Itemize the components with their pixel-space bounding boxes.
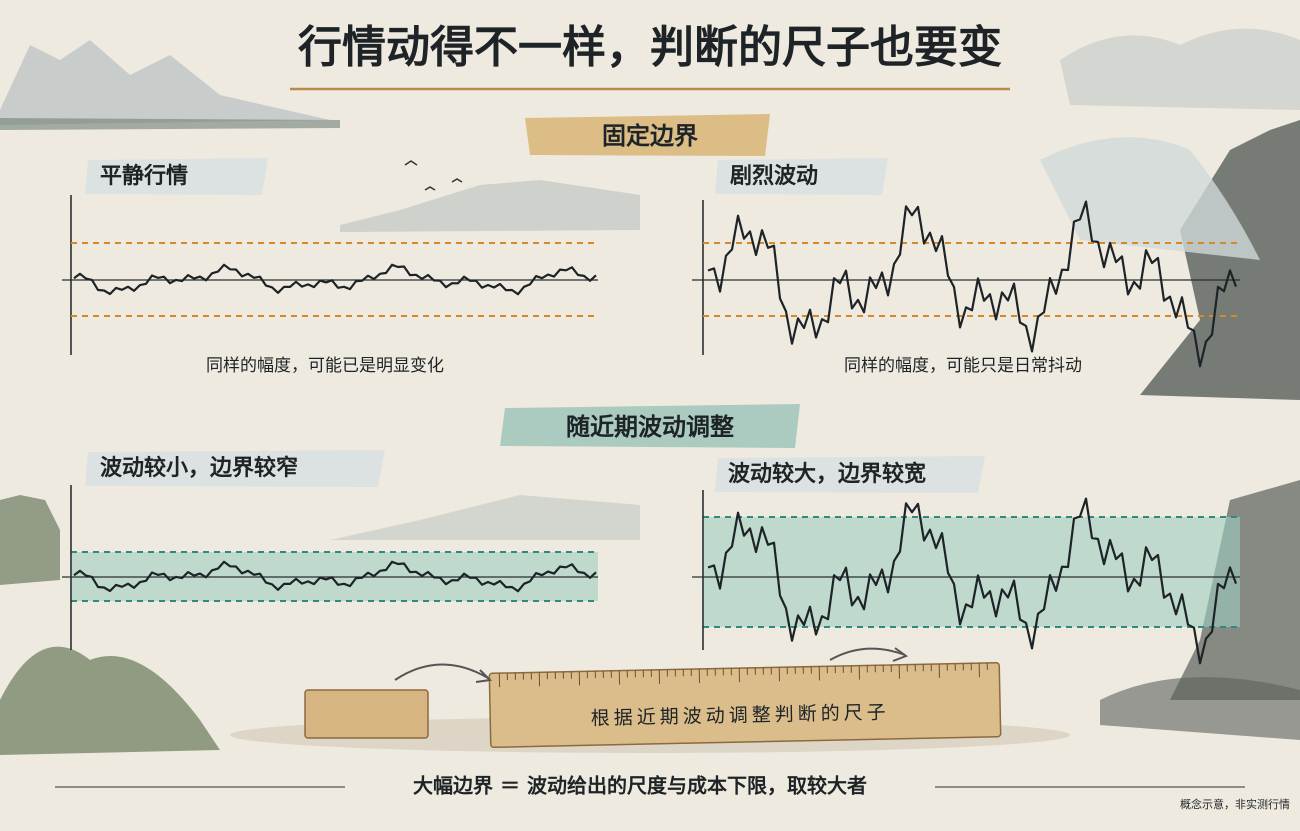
illustrative-wave: [707, 497, 1238, 665]
arrow: [829, 647, 906, 661]
caption: 同样的幅度，可能已是明显变化: [206, 356, 444, 376]
distant-hills: [340, 180, 640, 232]
label-chip: [715, 158, 888, 195]
clouds: [1060, 28, 1300, 110]
label-chip: [85, 450, 385, 487]
section-banner: [525, 114, 770, 156]
panel-label: 波动较大，边界较宽: [728, 461, 926, 487]
waves-sea: [1040, 137, 1260, 260]
section-title: 固定边界: [602, 122, 698, 150]
small-ruler: [304, 689, 429, 739]
arrow-head: [475, 669, 493, 683]
rocks: [1140, 120, 1300, 400]
arrow: [394, 663, 489, 681]
panel-label: 平静行情: [100, 163, 188, 189]
illustrative-wave: [73, 263, 597, 296]
wave-group: [73, 200, 1238, 665]
ruler-ticks: [498, 662, 988, 688]
birds: [404, 160, 463, 191]
panel-label: 剧烈波动: [730, 164, 818, 189]
big-ruler: [488, 661, 1002, 749]
adaptive-band: [703, 517, 1240, 627]
rocks: [1100, 677, 1300, 740]
illustrative-wave: [707, 200, 1238, 368]
label-chip: [85, 158, 268, 195]
section-banner: [500, 404, 800, 448]
caption: 同样的幅度，可能只是日常抖动: [844, 356, 1082, 376]
arrow-head: [892, 647, 909, 662]
shore: [0, 118, 340, 130]
mountains: [0, 40, 330, 125]
plants: [0, 646, 220, 755]
section-title: 随近期波动调整: [566, 413, 734, 441]
big-ruler-group: 根据近期波动调整判断的尺子: [488, 661, 1002, 749]
title: 行情动得不一样，判断的尺子也要变: [298, 22, 1002, 73]
label-chip: [715, 456, 985, 493]
formula: 大幅边界 ＝ 波动给出的尺度与成本下限，取较大者: [413, 774, 867, 798]
illustrative-wave: [73, 560, 597, 593]
distant-hills: [330, 495, 640, 540]
footnote: 概念示意，非实测行情: [1180, 797, 1290, 811]
trees: [0, 495, 60, 585]
panel-label: 波动较小，边界较窄: [100, 455, 298, 481]
